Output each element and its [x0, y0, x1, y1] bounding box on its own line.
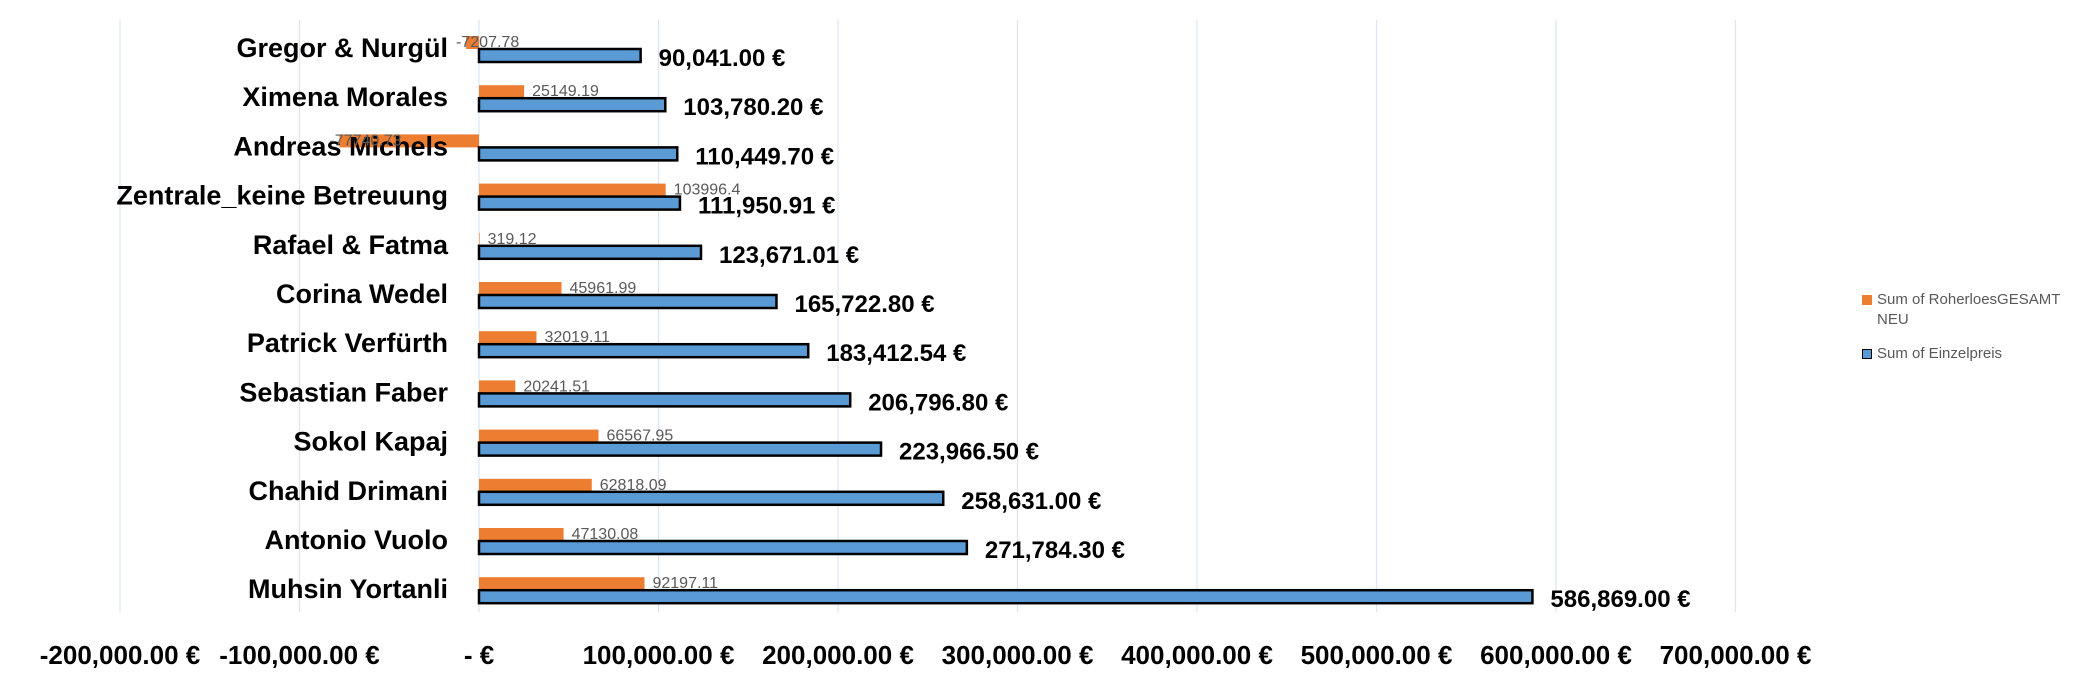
- bars: [339, 36, 1534, 605]
- bar-einzelpreis: [477, 441, 883, 457]
- data-label-einzelpreis: 103,780.20 €: [683, 94, 823, 121]
- legend: Sum of RoherloesGESAMT NEU Sum of Einzel…: [1862, 290, 2092, 378]
- bar-einzelpreis: [477, 342, 810, 359]
- bar-einzelpreis: [477, 392, 852, 408]
- data-label-roherloes: 45961.99: [570, 280, 637, 297]
- category-label: Gregor & Nurgül: [236, 33, 448, 63]
- data-label-roherloes: 103996.4: [674, 182, 741, 199]
- data-label-roherloes: 62818.09: [600, 477, 667, 494]
- category-label: Sebastian Faber: [239, 377, 448, 407]
- bar-roherloes: [479, 478, 592, 492]
- bar-roherloes: [479, 85, 525, 99]
- data-label-roherloes: 319.12: [488, 231, 537, 248]
- category-label: Rafael & Fatma: [253, 230, 449, 260]
- data-label-einzelpreis: 586,869.00 €: [1550, 586, 1690, 613]
- data-label-einzelpreis: 271,784.30 €: [985, 537, 1125, 564]
- category-label: Corina Wedel: [276, 279, 448, 309]
- data-label-roherloes: 92197.11: [652, 575, 718, 592]
- category-label: Chahid Drimani: [248, 476, 448, 506]
- x-tick-label: -100,000.00 €: [219, 640, 379, 670]
- data-label-einzelpreis: 258,631.00 €: [961, 488, 1101, 515]
- bar-roherloes: [479, 577, 645, 591]
- bar-einzelpreis: [477, 588, 1534, 605]
- category-label: Patrick Verfürth: [247, 328, 448, 358]
- x-tick-label: - €: [464, 640, 494, 670]
- category-label: Zentrale_keine Betreuung: [116, 181, 448, 211]
- category-label: Antonio Vuolo: [265, 525, 448, 555]
- bar-roherloes: [479, 528, 564, 541]
- bar-einzelpreis: [477, 539, 969, 556]
- data-label-roherloes: 20241.51: [523, 378, 590, 395]
- data-label-roherloes: 32019.11: [544, 329, 610, 346]
- bar-roherloes: [479, 429, 599, 443]
- legend-item-roherloes: Sum of RoherloesGESAMT NEU: [1862, 290, 2092, 330]
- data-label-einzelpreis: 223,966.50 €: [899, 439, 1039, 466]
- x-tick-label: 500,000.00 €: [1301, 640, 1453, 670]
- data-label-roherloes: -7207.78: [456, 34, 519, 51]
- bar-roherloes: [339, 134, 479, 148]
- bar-roherloes: [479, 183, 666, 197]
- data-label-einzelpreis: 183,412.54 €: [826, 340, 966, 367]
- category-label: Sokol Kapaj: [293, 427, 448, 457]
- x-tick-label: 300,000.00 €: [942, 640, 1094, 670]
- category-label: Andreas Michels: [233, 131, 448, 161]
- x-tick-label: 400,000.00 €: [1121, 640, 1273, 670]
- data-label-roherloes: 25149.19: [532, 83, 599, 100]
- labels: -200,000.00 € -100,000.00 € - € 100,000.00 …: [40, 33, 1812, 670]
- legend-label-einzelpreis: Sum of Einzelpreis: [1877, 345, 2003, 362]
- bar-einzelpreis: [477, 490, 945, 507]
- x-tick-label: -200,000.00 €: [40, 640, 200, 670]
- bar-roherloes: [466, 36, 479, 49]
- x-tick-label: 200,000.00 €: [762, 640, 914, 670]
- bar-einzelpreis: [477, 146, 679, 162]
- category-label: Muhsin Yortanli: [248, 574, 448, 604]
- x-tick-label: 100,000.00 €: [583, 640, 735, 670]
- x-tick-label: 700,000.00 €: [1660, 640, 1812, 670]
- bar-einzelpreis: [477, 47, 642, 64]
- x-tick-label: 600,000.00 €: [1480, 640, 1632, 670]
- category-label: Ximena Morales: [242, 82, 448, 112]
- bar-roherloes: [479, 380, 516, 394]
- bar-roherloes: [479, 331, 537, 345]
- bar-roherloes: [479, 232, 480, 246]
- legend-item-einzelpreis: Sum of Einzelpreis: [1862, 344, 2092, 364]
- legend-swatch-einzelpreis: [1862, 349, 1872, 359]
- legend-swatch-roherloes: [1862, 295, 1872, 305]
- data-label-roherloes: 66567.95: [606, 428, 673, 445]
- data-label-roherloes: -77740.73: [329, 132, 401, 149]
- legend-label-roherloes: Sum of RoherloesGESAMT NEU: [1877, 291, 2061, 328]
- data-label-einzelpreis: 90,041.00 €: [659, 45, 786, 72]
- data-label-einzelpreis: 123,671.01 €: [719, 242, 859, 269]
- data-label-einzelpreis: 206,796.80 €: [868, 389, 1008, 416]
- data-label-einzelpreis: 165,722.80 €: [794, 291, 934, 318]
- data-label-einzelpreis: 110,449.70 €: [695, 143, 834, 170]
- bar-einzelpreis: [477, 195, 682, 211]
- bar-einzelpreis: [477, 244, 703, 261]
- data-label-roherloes: 47130.08: [572, 526, 639, 543]
- bar-einzelpreis: [477, 96, 667, 113]
- gridlines: [119, 20, 1737, 612]
- bar-einzelpreis: [477, 293, 778, 310]
- bar-roherloes: [479, 282, 562, 295]
- data-label-einzelpreis: 111,950.91 €: [698, 193, 835, 220]
